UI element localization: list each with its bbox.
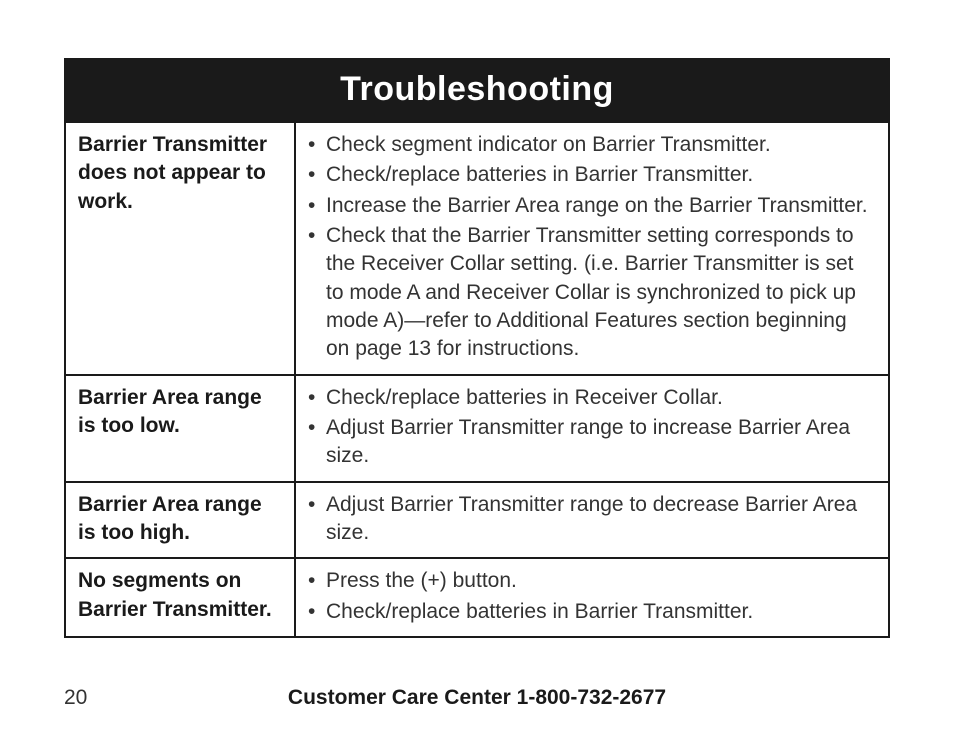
solution-list: Check segment indicator on Barrier Trans… bbox=[306, 131, 874, 364]
solution-list: Check/replace batteries in Receiver Coll… bbox=[306, 384, 874, 471]
problem-cell: Barrier Transmitter does not appear to w… bbox=[65, 122, 295, 375]
solution-item: Adjust Barrier Transmitter range to decr… bbox=[306, 491, 874, 548]
solution-list: Adjust Barrier Transmitter range to decr… bbox=[306, 491, 874, 548]
page-footer: 20 Customer Care Center 1-800-732-2677 bbox=[0, 686, 954, 710]
solution-item: Check/replace batteries in Barrier Trans… bbox=[306, 598, 874, 626]
table-row: Barrier Area range is too high. Adjust B… bbox=[65, 482, 889, 559]
solution-item: Check that the Barrier Transmitter setti… bbox=[306, 222, 874, 364]
table-header-row: Troubleshooting bbox=[65, 59, 889, 122]
solution-item: Check/replace batteries in Barrier Trans… bbox=[306, 161, 874, 189]
solution-item: Increase the Barrier Area range on the B… bbox=[306, 192, 874, 220]
solution-cell: Press the (+) button. Check/replace batt… bbox=[295, 558, 889, 637]
solution-item: Adjust Barrier Transmitter range to incr… bbox=[306, 414, 874, 471]
problem-cell: No segments on Barrier Transmitter. bbox=[65, 558, 295, 637]
table-row: Barrier Area range is too low. Check/rep… bbox=[65, 375, 889, 482]
table-title: Troubleshooting bbox=[65, 59, 889, 122]
solution-item: Press the (+) button. bbox=[306, 567, 874, 595]
solution-cell: Check segment indicator on Barrier Trans… bbox=[295, 122, 889, 375]
footer-contact: Customer Care Center 1-800-732-2677 bbox=[224, 686, 730, 710]
troubleshooting-table: Troubleshooting Barrier Transmitter does… bbox=[64, 58, 890, 638]
problem-cell: Barrier Area range is too low. bbox=[65, 375, 295, 482]
solution-item: Check/replace batteries in Receiver Coll… bbox=[306, 384, 874, 412]
solution-list: Press the (+) button. Check/replace batt… bbox=[306, 567, 874, 626]
solution-cell: Adjust Barrier Transmitter range to decr… bbox=[295, 482, 889, 559]
page-container: Troubleshooting Barrier Transmitter does… bbox=[0, 0, 954, 638]
solution-item: Check segment indicator on Barrier Trans… bbox=[306, 131, 874, 159]
problem-cell: Barrier Area range is too high. bbox=[65, 482, 295, 559]
table-row: Barrier Transmitter does not appear to w… bbox=[65, 122, 889, 375]
page-number: 20 bbox=[64, 686, 224, 710]
table-row: No segments on Barrier Transmitter. Pres… bbox=[65, 558, 889, 637]
solution-cell: Check/replace batteries in Receiver Coll… bbox=[295, 375, 889, 482]
